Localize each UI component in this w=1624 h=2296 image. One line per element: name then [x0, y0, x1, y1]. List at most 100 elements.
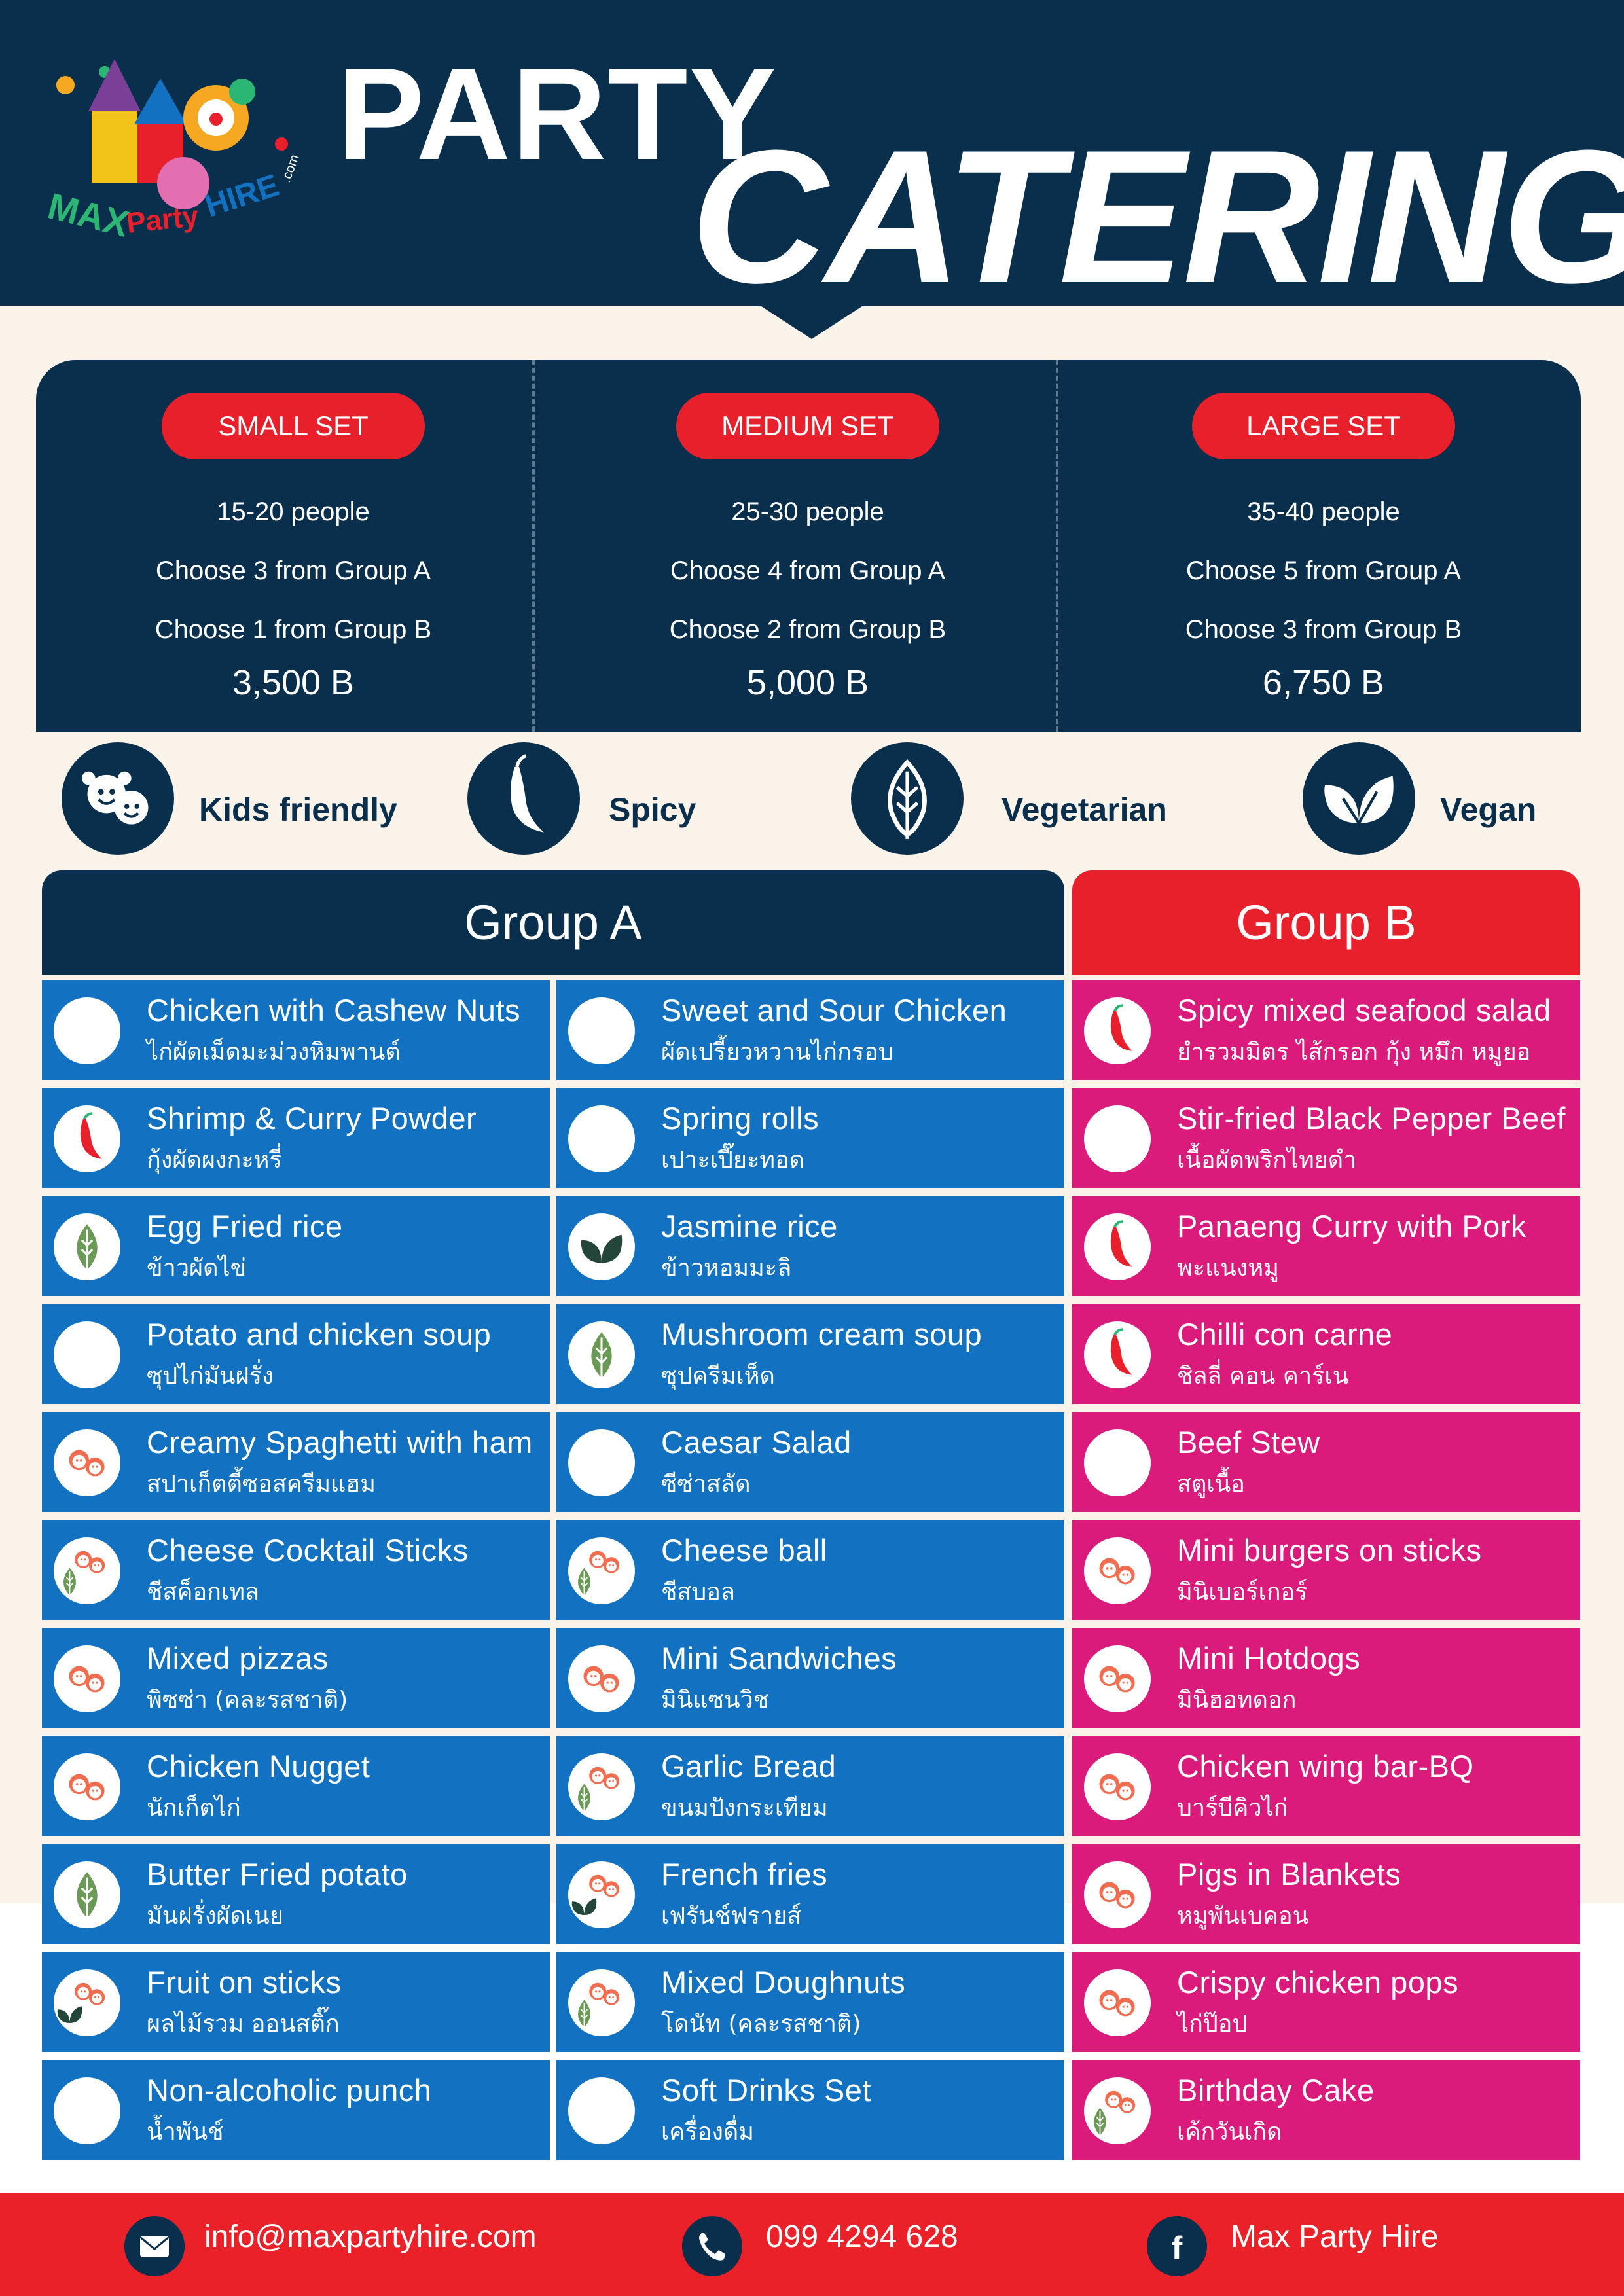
dish-tag-icon	[1084, 1429, 1151, 1496]
menu-item: Spicy mixed seafood salad ยำรวมมิตร ไส้กร…	[1072, 980, 1580, 1080]
dish-name-th: ไก่ผัดเม็ดมะม่วงหิมพานต์	[147, 1039, 401, 1066]
set-people: 35-40 people	[1247, 497, 1400, 526]
menu-item: Chilli con carne ชิลลี่ คอน คาร์เน	[1072, 1304, 1580, 1404]
dish-name-th: เค้กวันเกิด	[1177, 2119, 1282, 2145]
dish-name-en: Cheese ball	[661, 1533, 827, 1568]
footer-facebook[interactable]: Max Party Hire	[1231, 2219, 1439, 2254]
menu-item: Mixed Doughnuts โดนัท (คละรสชาติ)	[556, 1952, 1064, 2052]
dish-name-th: บาร์บีคิวไก่	[1177, 1795, 1288, 1821]
kids-icon	[1084, 1645, 1151, 1712]
set-price: 5,000 B	[746, 663, 869, 702]
kids-icon	[1084, 1969, 1151, 2036]
header: MAX Party HIRE .com PARTY CATERING	[0, 0, 1624, 323]
dish-name-en: Mini Sandwiches	[661, 1641, 897, 1676]
dish-name-th: มินิแซนวิช	[661, 1687, 770, 1713]
dish-name-en: Panaeng Curry with Pork	[1177, 1209, 1526, 1244]
chili-icon	[1084, 997, 1151, 1064]
double-leaf-icon	[568, 1213, 635, 1280]
set-divider	[1056, 360, 1058, 732]
dish-name-th: ซุปครีมเห็ด	[661, 1363, 775, 1390]
group-b-header: Group B	[1072, 870, 1580, 975]
set-name-pill: MEDIUM SET	[676, 393, 939, 459]
menu-item: Jasmine rice ข้าวหอมมะลิ	[556, 1196, 1064, 1296]
title-catering: CATERING	[691, 111, 1624, 323]
set-price: 3,500 B	[232, 663, 355, 702]
dish-tag-icon	[54, 2077, 120, 2144]
svg-text:f: f	[1172, 2230, 1183, 2267]
kids-icon	[1084, 1753, 1151, 1820]
set-group-a-rule: Choose 5 from Group A	[1185, 556, 1462, 585]
kids-icon	[54, 1645, 120, 1712]
dish-name-th: นักเก็ตไก่	[147, 1795, 241, 1821]
svg-text:.com: .com	[279, 152, 302, 184]
menu-item: Shrimp & Curry Powder กุ้งผัดผงกะหรี่	[42, 1088, 550, 1188]
footer-email[interactable]: info@maxpartyhire.com	[204, 2219, 537, 2254]
dish-name-th: พิซซ่า (คละรสชาติ)	[147, 1687, 348, 1713]
menu-item: Mushroom cream soup ซุปครีมเห็ด	[556, 1304, 1064, 1404]
chili-icon	[1084, 1321, 1151, 1388]
set-group-b-rule: Choose 2 from Group B	[669, 615, 947, 644]
dish-tag-icon	[568, 1429, 635, 1496]
menu-item: Panaeng Curry with Pork พะแนงหมู	[1072, 1196, 1580, 1296]
dish-name-th: พะแนงหมู	[1177, 1255, 1279, 1282]
menu-item: Stir-fried Black Pepper Beef เนื้อผัดพริก…	[1072, 1088, 1580, 1188]
dish-name-en: Chicken with Cashew Nuts	[147, 993, 520, 1028]
menu-item: Soft Drinks Set เครื่องดื่ม	[556, 2060, 1064, 2160]
leaf-icon	[851, 742, 964, 855]
dish-name-th: ยำรวมมิตร ไส้กรอก กุ้ง หมึก หมูยอ	[1177, 1039, 1531, 1066]
facebook-icon: f	[1147, 2216, 1207, 2276]
group-a-header: Group A	[42, 870, 1064, 975]
dish-name-en: Garlic Bread	[661, 1749, 837, 1784]
kids-icon	[54, 1753, 120, 1820]
dish-name-en: Mini Hotdogs	[1177, 1641, 1361, 1676]
chili-icon	[467, 742, 580, 855]
title-party: PARTY	[337, 41, 778, 187]
dish-name-en: Crispy chicken pops	[1177, 1965, 1459, 2000]
dish-name-th: ผัดเปรี้ยวหวานไก่กรอบ	[661, 1039, 893, 1066]
dish-name-en: Shrimp & Curry Powder	[147, 1101, 477, 1136]
menu-item: Butter Fried potato มันฝรั่งผัดเนย	[42, 1844, 550, 1944]
menu-item: Egg Fried rice ข้าวผัดไข่	[42, 1196, 550, 1296]
menu-item: Mini burgers on sticks มินิเบอร์เกอร์	[1072, 1520, 1580, 1620]
kids-icon leaf-icon	[1084, 2077, 1151, 2144]
set-price: 6,750 B	[1262, 663, 1385, 702]
dish-name-th: ข้าวผัดไข่	[147, 1255, 247, 1282]
dish-name-th: น้ำพันช์	[147, 2119, 224, 2145]
dish-name-en: Jasmine rice	[661, 1209, 838, 1244]
menu-item: Pigs in Blankets หมูพันเบคอน	[1072, 1844, 1580, 1944]
dish-name-en: Chilli con carne	[1177, 1317, 1393, 1352]
double-leaf-icon	[1303, 742, 1415, 855]
dish-name-en: Pigs in Blankets	[1177, 1857, 1401, 1892]
dish-tag-icon	[54, 1321, 120, 1388]
set-medium: MEDIUM SET 25-30 people Choose 4 from Gr…	[550, 360, 1065, 732]
dish-name-th: สปาเก็ตตี้ซอสครีมแฮม	[147, 1471, 376, 1498]
dish-tag-icon	[568, 2077, 635, 2144]
dish-name-th: ชีสบอล	[661, 1579, 735, 1605]
dish-name-th: ชิลลี่ คอน คาร์เน	[1177, 1363, 1349, 1390]
phone-icon	[682, 2216, 742, 2276]
dish-tag-icon	[54, 997, 120, 1064]
dish-name-en: Mixed Doughnuts	[661, 1965, 906, 2000]
kids-icon leaf-icon	[568, 1753, 635, 1820]
set-group-a-rule: Choose 3 from Group A	[155, 556, 431, 585]
legend: Kids friendly Spicy Vegetarian Vegan	[0, 740, 1624, 857]
dish-name-th: ข้าวหอมมะลิ	[661, 1255, 792, 1282]
dish-tag-icon	[568, 1105, 635, 1172]
dish-name-th: มินิเบอร์เกอร์	[1177, 1579, 1308, 1605]
chili-icon	[54, 1105, 120, 1172]
dish-name-en: Spicy mixed seafood salad	[1177, 993, 1551, 1028]
footer-phone[interactable]: 099 4294 628	[766, 2219, 958, 2254]
kids-icon leaf-icon	[568, 1537, 635, 1604]
set-small: SMALL SET 15-20 people Choose 3 from Gro…	[36, 360, 550, 732]
kids-icon leaf-icon	[568, 1969, 635, 2036]
dish-name-en: Soft Drinks Set	[661, 2073, 871, 2108]
dish-name-th: ซุปไก่มันฝรั่ง	[147, 1363, 274, 1390]
menu-item: Sweet and Sour Chicken ผัดเปรี้ยวหวานไก่ก…	[556, 980, 1064, 1080]
dish-name-en: Creamy Spaghetti with ham	[147, 1425, 533, 1460]
dish-name-th: สตูเนื้อ	[1177, 1471, 1245, 1498]
dish-name-en: Mini burgers on sticks	[1177, 1533, 1482, 1568]
dish-tag-icon	[568, 997, 635, 1064]
dish-name-en: Potato and chicken soup	[147, 1317, 492, 1352]
menu-item: Mixed pizzas พิซซ่า (คละรสชาติ)	[42, 1628, 550, 1728]
dish-name-en: Mixed pizzas	[147, 1641, 329, 1676]
